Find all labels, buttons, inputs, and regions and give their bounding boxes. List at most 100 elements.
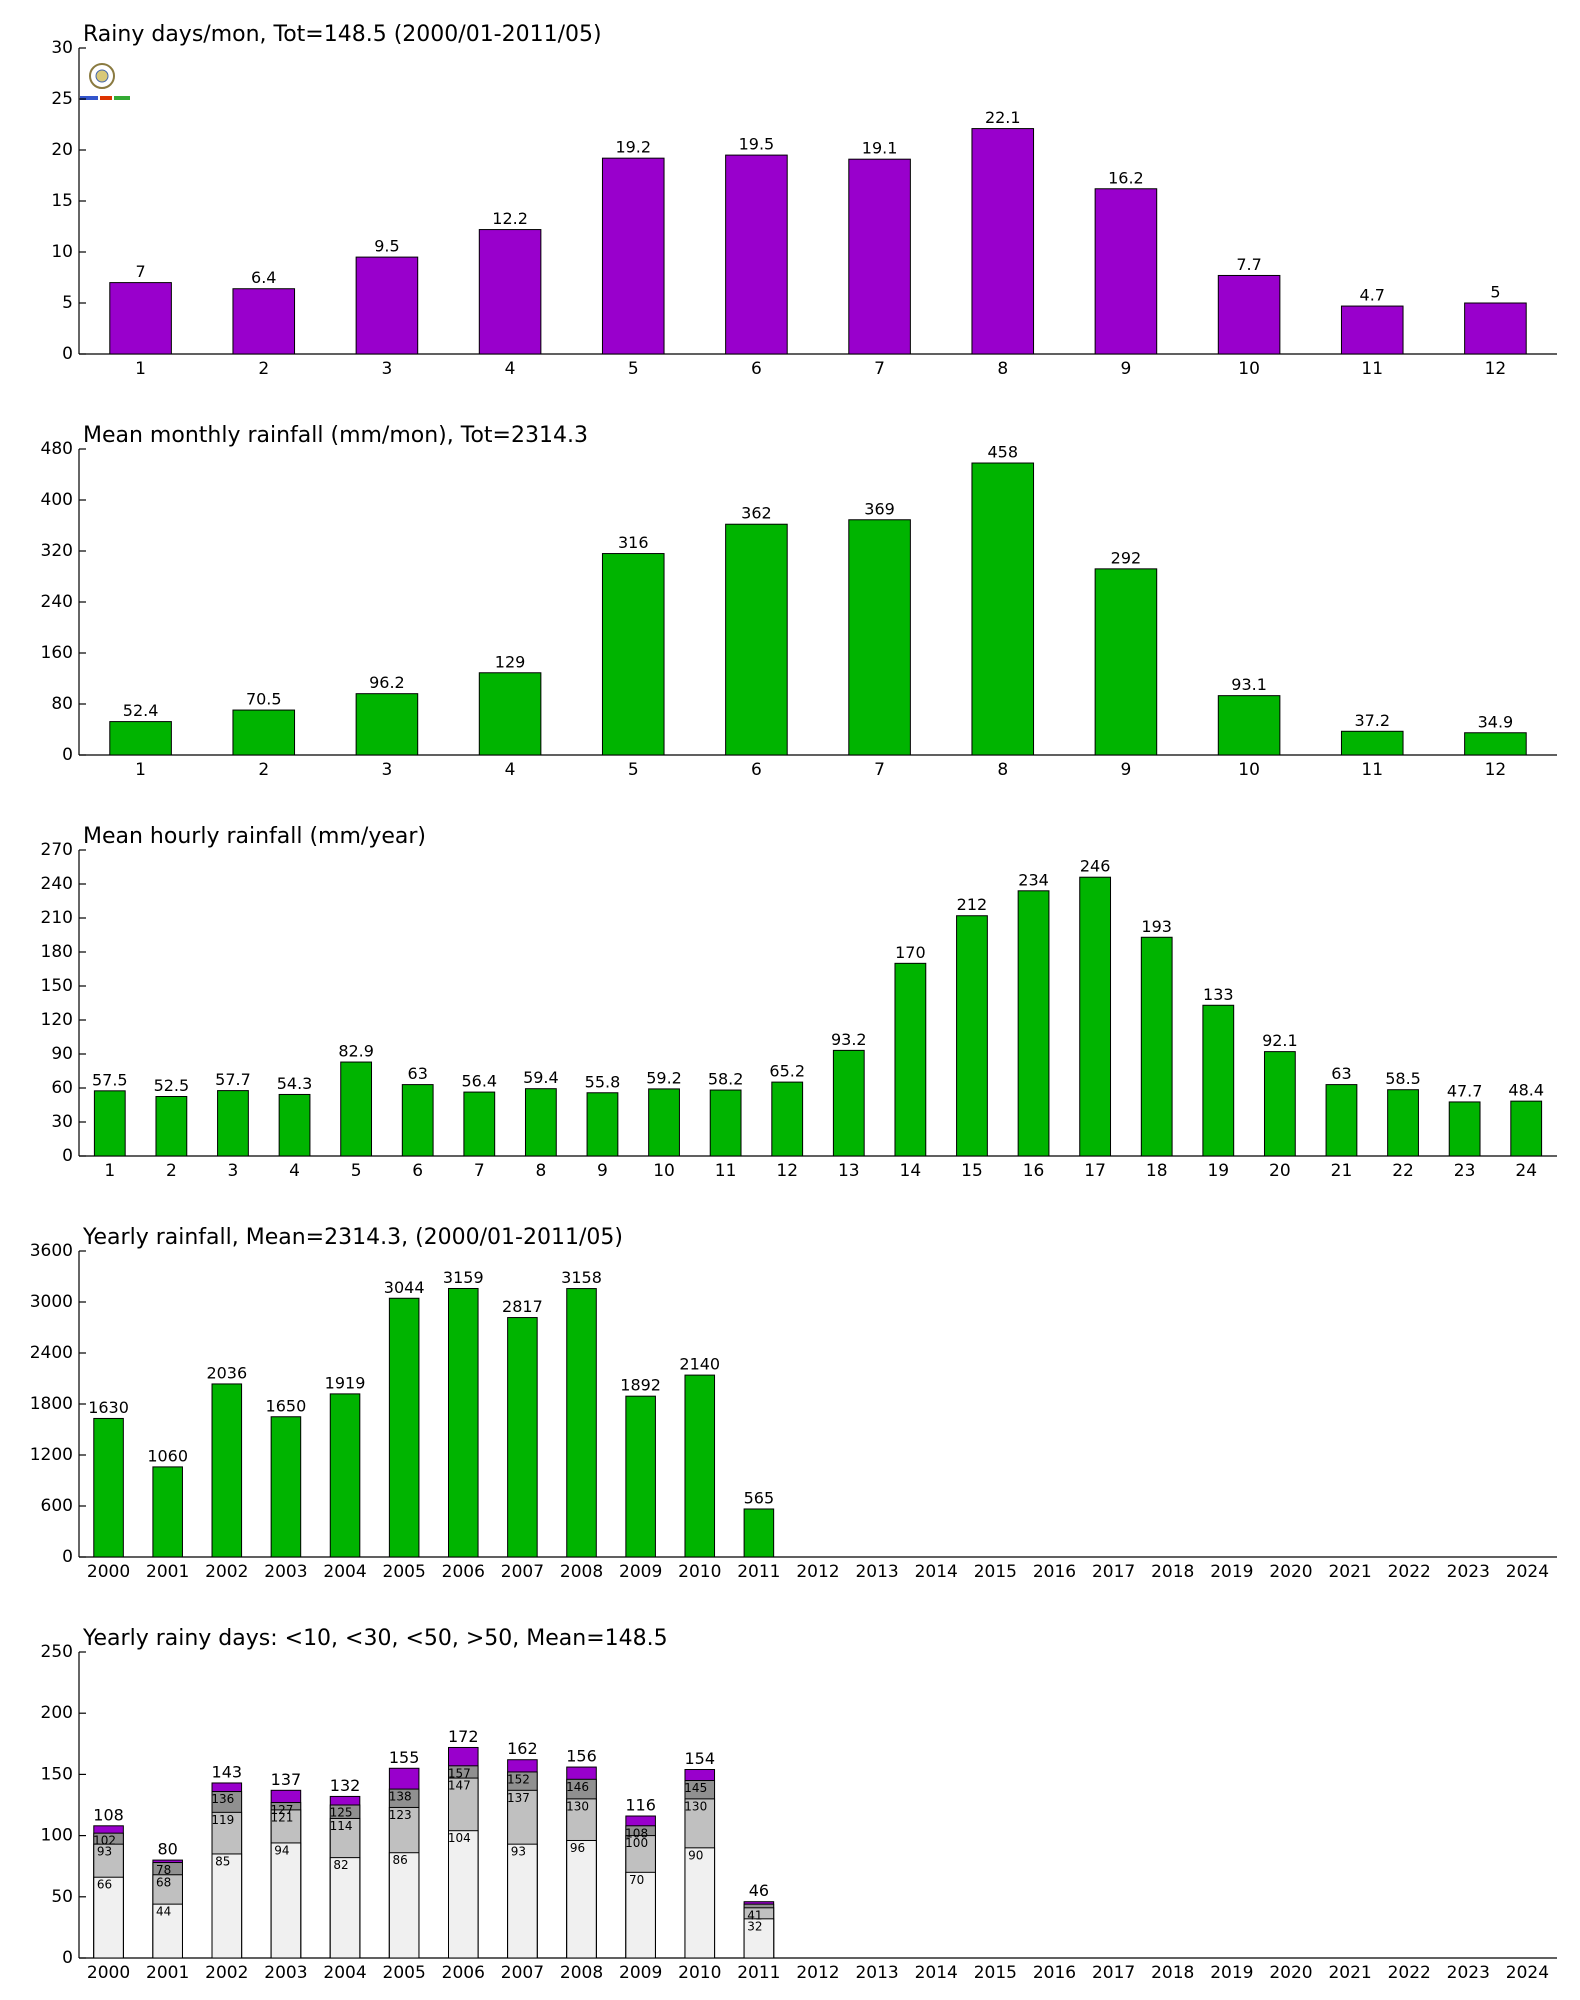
chart-title: Rainy days/mon, Tot=148.5 (2000/01-2011/… xyxy=(83,22,602,47)
x-tick-label: 2013 xyxy=(855,1963,898,1983)
x-tick-label: 4 xyxy=(505,760,516,780)
value-label: 96 xyxy=(570,1841,585,1855)
value-label: 1630 xyxy=(88,1398,129,1417)
value-label: 3158 xyxy=(561,1268,602,1287)
bar xyxy=(848,519,911,756)
x-tick-label: 13 xyxy=(838,1161,860,1181)
value-label: 66 xyxy=(97,1878,112,1892)
value-label: 292 xyxy=(1111,548,1142,567)
bar xyxy=(1263,1051,1296,1157)
bar xyxy=(155,1096,188,1157)
x-tick-label: 2005 xyxy=(383,1562,426,1582)
value-label: 55.8 xyxy=(585,1072,621,1091)
bar xyxy=(848,158,911,355)
x-tick-label: 2024 xyxy=(1506,1963,1549,1983)
value-label: 234 xyxy=(1018,870,1049,889)
bar xyxy=(93,1876,124,1959)
x-tick-label: 2006 xyxy=(442,1963,485,1983)
x-tick-label: 9 xyxy=(597,1161,608,1181)
x-tick-label: 2011 xyxy=(737,1963,780,1983)
value-label: 94 xyxy=(274,1843,289,1857)
value-label: 1060 xyxy=(147,1446,188,1465)
bar xyxy=(832,1049,865,1157)
value-label: 565 xyxy=(744,1488,775,1507)
x-tick-label: 10 xyxy=(653,1161,675,1181)
bar xyxy=(1217,274,1281,355)
bar xyxy=(232,709,296,756)
y-tick-label: 5 xyxy=(62,293,73,313)
y-tick-label: 25 xyxy=(51,89,73,109)
x-tick-label: 2017 xyxy=(1092,1963,1135,1983)
value-label: 59.4 xyxy=(523,1068,559,1087)
y-tick-label: 250 xyxy=(41,1642,73,1662)
bar xyxy=(1387,1089,1419,1157)
value-label: 193 xyxy=(1141,917,1172,936)
value-label: 32 xyxy=(747,1919,762,1933)
x-tick-label: 2020 xyxy=(1269,1562,1312,1582)
bar xyxy=(1340,730,1404,756)
value-label: 19.1 xyxy=(862,139,898,158)
value-label: 114 xyxy=(330,1819,353,1833)
y-tick-label: 2400 xyxy=(30,1343,73,1363)
value-label: 458 xyxy=(987,443,1018,462)
bar xyxy=(448,1287,479,1558)
bar xyxy=(340,1061,373,1157)
bar xyxy=(586,1092,619,1157)
value-label: 3044 xyxy=(384,1278,425,1297)
value-label: 138 xyxy=(389,1790,412,1804)
y-tick-label: 0 xyxy=(62,745,73,765)
value-label: 92.1 xyxy=(1262,1031,1298,1050)
value-label: 7.7 xyxy=(1236,255,1261,274)
bar xyxy=(232,288,296,355)
x-tick-label: 2011 xyxy=(737,1562,780,1582)
value-label: 137 xyxy=(507,1791,530,1805)
bar xyxy=(1464,732,1527,756)
y-tick-label: 240 xyxy=(41,874,73,894)
value-label: 90 xyxy=(688,1848,703,1862)
value-label: 137 xyxy=(271,1770,302,1789)
y-tick-label: 0 xyxy=(62,1547,73,1567)
x-tick-label: 2010 xyxy=(678,1963,721,1983)
x-tick-label: 6 xyxy=(751,359,762,379)
y-tick-label: 150 xyxy=(41,1764,73,1784)
bar xyxy=(401,1084,434,1157)
value-label: 57.5 xyxy=(92,1070,128,1089)
x-tick-label: 15 xyxy=(961,1161,983,1181)
y-tick-label: 90 xyxy=(51,1044,73,1064)
y-tick-label: 400 xyxy=(41,490,73,510)
x-tick-label: 2017 xyxy=(1092,1562,1135,1582)
x-tick-label: 23 xyxy=(1454,1161,1476,1181)
x-tick-label: 2003 xyxy=(264,1562,307,1582)
x-tick-label: 1 xyxy=(135,359,146,379)
y-tick-label: 200 xyxy=(41,1703,73,1723)
value-label: 130 xyxy=(684,1799,707,1813)
x-tick-label: 24 xyxy=(1515,1161,1537,1181)
x-tick-label: 12 xyxy=(1485,359,1507,379)
value-label: 68 xyxy=(156,1875,171,1889)
y-tick-label: 0 xyxy=(62,1948,73,1968)
bar xyxy=(152,1903,183,1959)
value-label: 156 xyxy=(566,1747,597,1766)
x-tick-label: 6 xyxy=(751,760,762,780)
value-label: 1650 xyxy=(266,1396,307,1415)
value-label: 9.5 xyxy=(374,237,399,256)
value-label: 316 xyxy=(618,533,649,552)
x-tick-label: 2021 xyxy=(1328,1562,1371,1582)
y-tick-label: 150 xyxy=(41,976,73,996)
value-label: 132 xyxy=(330,1776,361,1795)
value-label: 170 xyxy=(895,943,926,962)
bar xyxy=(1017,890,1050,1157)
value-label: 19.5 xyxy=(739,135,775,154)
x-tick-label: 2 xyxy=(258,359,269,379)
value-label: 369 xyxy=(864,499,895,518)
value-label: 22.1 xyxy=(985,108,1021,127)
x-tick-label: 2019 xyxy=(1210,1562,1253,1582)
x-tick-label: 2010 xyxy=(678,1562,721,1582)
bar xyxy=(152,1466,183,1558)
x-tick-label: 2015 xyxy=(974,1562,1017,1582)
bar xyxy=(725,154,788,355)
x-tick-label: 10 xyxy=(1238,359,1260,379)
value-label: 93 xyxy=(511,1845,526,1859)
bar xyxy=(684,1374,716,1558)
x-tick-label: 4 xyxy=(289,1161,300,1181)
